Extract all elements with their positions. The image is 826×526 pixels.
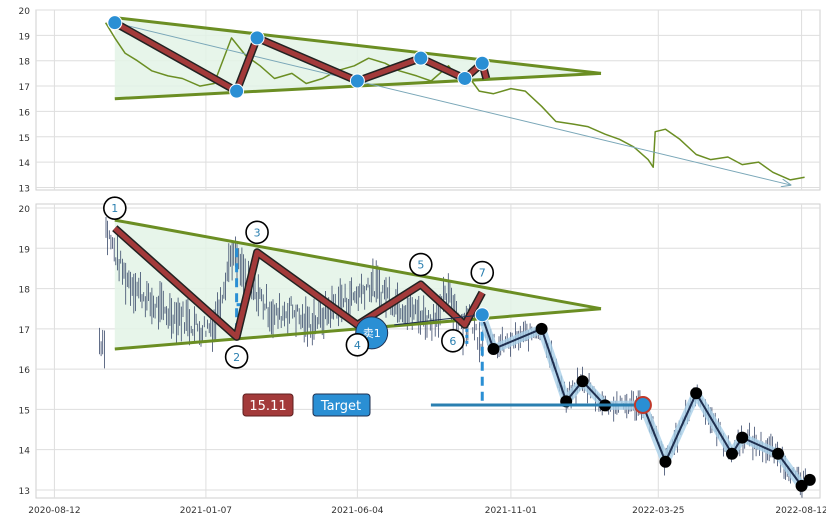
x-tick-label: 2021-06-04 bbox=[331, 506, 384, 516]
main-y-tick-label: 17 bbox=[19, 326, 30, 336]
main-upper-trendline bbox=[114, 218, 602, 311]
overview-wave-point bbox=[107, 15, 123, 31]
overview-wave-point bbox=[457, 70, 473, 86]
wave-point-label: 2 bbox=[233, 351, 240, 364]
target-label-badge bbox=[312, 393, 371, 417]
forecast-point bbox=[736, 431, 749, 444]
forecast-point bbox=[772, 447, 785, 460]
overview-y-tick-label: 19 bbox=[19, 32, 31, 42]
x-tick-label: 2022-03-25 bbox=[632, 506, 684, 516]
wave-point-label: 1 bbox=[111, 202, 118, 215]
overview-y-tick-label: 18 bbox=[19, 58, 31, 68]
overview-wave-point bbox=[249, 30, 265, 46]
forecast-path-line bbox=[481, 316, 811, 487]
target-value-badge bbox=[242, 393, 294, 417]
overview-wave-point bbox=[413, 50, 429, 66]
overview-wave-point bbox=[229, 83, 245, 99]
main-y-tick-label: 15 bbox=[19, 406, 30, 416]
wave-point-marker bbox=[245, 220, 269, 245]
wave-point-marker bbox=[441, 329, 465, 353]
main-y-tick-label: 16 bbox=[19, 366, 31, 376]
overview-y-tick-label: 20 bbox=[19, 7, 31, 17]
breakout-point bbox=[474, 307, 490, 323]
overview-upper-trendline bbox=[114, 16, 602, 75]
wave-point-label: 6 bbox=[449, 335, 456, 348]
forecast-point bbox=[659, 455, 672, 468]
forecast-point bbox=[535, 322, 548, 335]
wave-point-label: 4 bbox=[354, 339, 361, 352]
x-tick-label: 2021-11-01 bbox=[485, 506, 537, 516]
x-tick-label: 2022-08-12 bbox=[775, 506, 826, 516]
wave-point-marker bbox=[345, 333, 370, 357]
overview-wave-point bbox=[349, 73, 365, 89]
forecast-point bbox=[803, 473, 816, 486]
target-point bbox=[633, 395, 652, 414]
axis-labels: 201918171615141320191817161514132020-08-… bbox=[19, 7, 826, 516]
target-value-text: 15.11 bbox=[249, 399, 286, 414]
wave-point-marker bbox=[103, 196, 127, 220]
overview-y-tick-label: 16 bbox=[19, 108, 31, 118]
overview-y-tick-label: 13 bbox=[19, 184, 30, 194]
forecast-point bbox=[576, 375, 589, 388]
wave-point-marker bbox=[409, 252, 433, 277]
wave-point-marker bbox=[224, 345, 249, 369]
forecast-point bbox=[690, 387, 703, 400]
forecast-point bbox=[487, 342, 500, 355]
overview-y-tick-label: 14 bbox=[19, 159, 31, 169]
wave-point-label: 7 bbox=[479, 267, 486, 280]
overview-trend-arrow bbox=[114, 22, 791, 185]
main-y-tick-label: 13 bbox=[19, 487, 30, 497]
main-y-tick-label: 19 bbox=[19, 245, 31, 255]
wave-point-marker bbox=[470, 260, 495, 285]
main-y-tick-label: 14 bbox=[19, 447, 31, 457]
pattern-overlays: 卖1 1 2 3 4 5 6 7 15.11 Target bbox=[103, 15, 816, 492]
target-label-text: Target bbox=[320, 399, 361, 414]
main-y-tick-label: 20 bbox=[19, 205, 31, 215]
breakout-connector bbox=[394, 314, 483, 326]
overview-y-tick-label: 15 bbox=[19, 134, 30, 144]
forecast-point bbox=[725, 447, 738, 460]
wave-point-label: 5 bbox=[417, 259, 424, 272]
wave-point-label: 3 bbox=[254, 226, 261, 239]
main-y-tick-label: 18 bbox=[19, 286, 31, 296]
x-tick-label: 2021-01-07 bbox=[180, 506, 232, 516]
x-tick-label: 2020-08-12 bbox=[28, 506, 80, 516]
forecast-point bbox=[795, 479, 808, 492]
overview-y-tick-label: 17 bbox=[19, 83, 30, 93]
sell-signal-label: 卖1 bbox=[363, 327, 381, 340]
overview-wave-point bbox=[474, 55, 490, 71]
